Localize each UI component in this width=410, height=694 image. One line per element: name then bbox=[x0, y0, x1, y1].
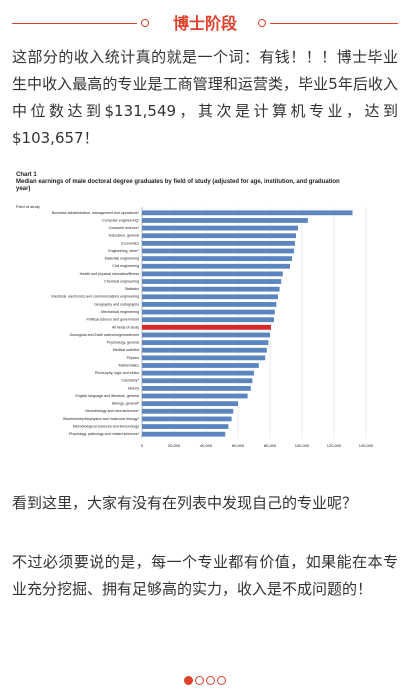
bar bbox=[142, 416, 232, 422]
bar bbox=[142, 263, 290, 269]
y-tick-label: History bbox=[128, 386, 139, 390]
y-tick-label: Geological and Earth sciences/geoscience… bbox=[69, 333, 139, 337]
y-tick-label: Statistics bbox=[125, 287, 140, 291]
bar bbox=[142, 240, 295, 246]
bar bbox=[142, 393, 248, 399]
y-tick-label: Philosophy, logic and ethics bbox=[95, 371, 139, 375]
bar bbox=[142, 340, 269, 345]
bar bbox=[142, 256, 292, 262]
chart-title: Chart 1 bbox=[16, 172, 37, 178]
y-tick-label: Civil engineering bbox=[112, 264, 139, 268]
y-tick-label: Health and physical education/fitness bbox=[80, 272, 140, 276]
y-tick-label: Physiology, pathology and related scienc… bbox=[69, 432, 140, 436]
x-tick-label: 20,000 bbox=[168, 443, 181, 448]
bar bbox=[142, 286, 280, 292]
bar bbox=[142, 401, 238, 407]
bar bbox=[142, 233, 296, 239]
divider bbox=[12, 23, 137, 24]
bar bbox=[142, 355, 266, 361]
chart-plot: 0 20,000 40,000 60,000 80,000 100,000 120,000 1… bbox=[52, 207, 374, 448]
y-tick-label: Biochemistry/biophysics and molecular bi… bbox=[63, 417, 139, 421]
bar bbox=[142, 370, 254, 376]
y-tick-label: Economics bbox=[121, 241, 139, 245]
y-tick-label: Engineering, other* bbox=[108, 249, 139, 253]
x-tick-label: 120,000 bbox=[327, 443, 342, 448]
y-tick-label: Political science and government bbox=[86, 318, 139, 322]
y-tick-label: Materials engineering bbox=[105, 257, 139, 261]
y-tick-label: English language and literature, general bbox=[75, 394, 139, 398]
y-tick-label: Biology, general* bbox=[112, 402, 140, 406]
bar bbox=[142, 309, 275, 315]
bar bbox=[142, 294, 278, 300]
y-tick-label: Mechanical engineering bbox=[101, 310, 139, 314]
bar bbox=[142, 424, 229, 429]
x-tick-label: 100,000 bbox=[295, 443, 310, 448]
section-header: 博士阶段 bbox=[0, 12, 410, 36]
y-tick-label: Chemistry* bbox=[121, 379, 139, 383]
section-title: 博士阶段 bbox=[172, 14, 237, 33]
y-tick-label: Business administration, management and … bbox=[52, 211, 140, 215]
y-tick-label: Psychology, general bbox=[107, 341, 139, 345]
y-tick-label: All fields of study bbox=[112, 325, 139, 329]
divider bbox=[270, 23, 398, 24]
bar bbox=[142, 431, 226, 437]
bar bbox=[142, 363, 259, 368]
paragraph: 这部分的收入统计真的就是一个词：有钱！！！博士毕业生中收入最高的专业是工商管理和… bbox=[12, 48, 398, 147]
bar bbox=[142, 324, 271, 330]
paragraph: 不过必须要说的是，每一个专业都有价值，如果能在本专业充分挖掘、拥有足够高的实力，… bbox=[12, 553, 398, 598]
y-tick-label: Medical scientist bbox=[113, 348, 139, 352]
y-tick-label: Computer science* bbox=[109, 226, 140, 230]
x-tick-label: 60,000 bbox=[232, 443, 245, 448]
y-tick-label: Physics bbox=[127, 356, 140, 360]
y-tick-label: Chemical engineering bbox=[104, 279, 139, 283]
ornament bbox=[258, 19, 266, 27]
paragraph: 看到这里，大家有没有在列表中发现自己的专业呢？ bbox=[12, 494, 358, 512]
bar bbox=[142, 302, 277, 307]
dot bbox=[184, 676, 193, 685]
bar bbox=[142, 347, 267, 353]
y-tick-label: Education, general bbox=[109, 234, 139, 238]
page-indicator bbox=[0, 676, 410, 685]
bar bbox=[142, 385, 251, 391]
bar bbox=[142, 218, 308, 223]
y-tick-label: Mathematics bbox=[119, 363, 140, 367]
y-tick-label: Microbiological sciences and immunology bbox=[73, 425, 139, 429]
bar bbox=[142, 210, 353, 216]
chart-subtitle: Median earnings of male doctoral degree … bbox=[16, 179, 340, 192]
dot bbox=[217, 676, 226, 685]
chart: 0 20,000 40,000 60,000 80,000 100,000 120,000 1… bbox=[12, 168, 398, 452]
x-tick-label: 0 bbox=[141, 443, 144, 448]
y-tick-label: Neurobiology and neurosciences* bbox=[85, 409, 139, 413]
x-tick-label: 40,000 bbox=[200, 443, 213, 448]
bar bbox=[142, 378, 253, 384]
y-tick-label: Electrical, electronics and communicatio… bbox=[52, 295, 140, 299]
bar bbox=[142, 317, 274, 323]
x-tick-label: 80,000 bbox=[264, 443, 277, 448]
ornament bbox=[141, 19, 149, 27]
bar bbox=[142, 408, 234, 414]
axis-label: Field of study bbox=[16, 204, 40, 209]
bar bbox=[142, 271, 283, 277]
y-tick-label: Geography and cartography bbox=[94, 302, 139, 306]
bar bbox=[142, 225, 298, 231]
x-tick-label: 140,000 bbox=[359, 443, 374, 448]
bar bbox=[142, 248, 294, 254]
dot bbox=[195, 676, 204, 685]
bar bbox=[142, 332, 270, 338]
bar bbox=[142, 279, 282, 284]
y-tick-label: Computer engineering* bbox=[102, 218, 140, 222]
dot bbox=[206, 676, 215, 685]
